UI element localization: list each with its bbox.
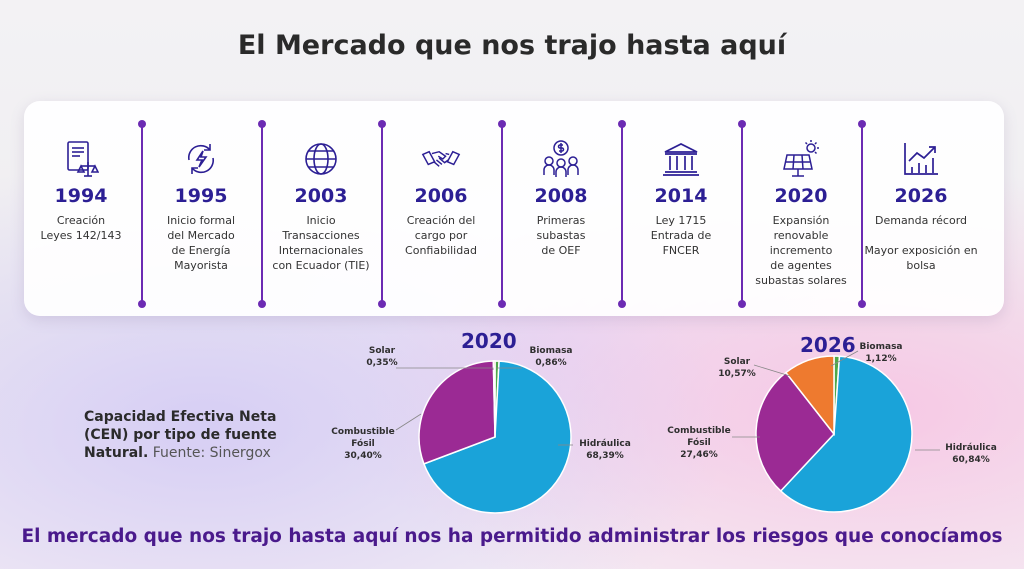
timeline-description: Inicio Transacciones Internacionales con… [272, 214, 370, 272]
pie-slice-2026-solar [784, 355, 835, 437]
pie-label-2020-biomasa: Biomasa 0,86% [529, 346, 573, 368]
timeline-year: 1994 [54, 185, 108, 207]
caption-source: Fuente: Sinergox [152, 445, 271, 461]
timeline-item-1994: 1994 Creación Leyes 142/143 [21, 101, 141, 316]
footer-statement: El mercado que nos trajo hasta aquí nos … [21, 526, 1003, 547]
pie-slice-2020-hidráulica [422, 360, 572, 514]
pie-label-2020-fosil: Combustible Fósil 30,40% [331, 427, 395, 461]
auction-money-icon [541, 139, 581, 179]
timeline-description: Inicio formal del Mercado de Energía May… [166, 214, 236, 272]
pie-slice-2026-hidráulica [779, 355, 913, 513]
pie-chart-2020 [418, 360, 572, 514]
page-title: El Mercado que nos trajo hasta aquí [237, 30, 787, 61]
government-building-icon [661, 139, 701, 179]
timeline-description: Ley 1715 Entrada de FNCER [650, 214, 712, 257]
timeline-description: Creación Leyes 142/143 [40, 214, 122, 242]
pie-label-2020-solar: Solar 0,35% [366, 346, 398, 368]
timeline-separator [618, 120, 626, 308]
timeline-description: Primeras subastas de OEF [536, 214, 586, 257]
timeline-item-2020: 2020 Expansión renovable incremento de a… [741, 101, 861, 316]
pie-label-2026-solar: Solar 10,57% [718, 357, 756, 379]
pie-label-2026-hidraulica: Hidráulica 60,84% [945, 443, 997, 465]
handshake-icon [421, 139, 461, 179]
leader-line [753, 364, 791, 377]
solar-panel-icon [781, 139, 821, 179]
pie-slice-2020-solar [492, 360, 496, 438]
pie-2026-title: 2026 [800, 333, 856, 357]
timeline-year: 2008 [534, 185, 588, 207]
timeline-separator [378, 120, 386, 308]
timeline-year: 2006 [414, 185, 468, 207]
pie-slice-2020-combustible-fósil [418, 360, 496, 465]
timeline-item-2006: 2006 Creación del cargo por Confiabilida… [381, 101, 501, 316]
timeline-description: Demanda récord Mayor exposición en bolsa [864, 214, 978, 272]
timeline-item-2026: 2026 Demanda récord Mayor exposición en … [861, 101, 981, 316]
pie-slice-2026-biomasa [833, 355, 841, 435]
timeline-item-1995: 1995 Inicio formal del Mercado de Energí… [141, 101, 261, 316]
timeline-year: 2014 [654, 185, 708, 207]
pie-chart-2026 [755, 355, 913, 513]
chart-caption: Capacidad Efectiva Neta (CEN) por tipo d… [84, 408, 294, 462]
refresh-energy-icon [181, 139, 221, 179]
pie-label-2020-hidraulica: Hidráulica 68,39% [579, 439, 631, 461]
timeline-item-2003: 2003 Inicio Transacciones Internacionale… [261, 101, 381, 316]
legal-document-icon [61, 139, 101, 179]
timeline-year: 2020 [774, 185, 828, 207]
pie-slice-2026-combustible-fósil [755, 371, 835, 493]
timeline-description: Expansión renovable incremento de agente… [755, 214, 847, 287]
caption-main: Capacidad Efectiva Neta (CEN) por tipo d… [84, 409, 277, 461]
pie-label-2026-fosil: Combustible Fósil 27,46% [667, 426, 731, 460]
globe-icon [301, 139, 341, 179]
pie-2020-title: 2020 [461, 329, 517, 353]
timeline-card: 1994 Creación Leyes 142/143 1995 Inicio … [24, 101, 1004, 316]
timeline-separator [858, 120, 866, 308]
leader-line [396, 367, 494, 370]
timeline-separator [498, 120, 506, 308]
timeline-item-2014: 2014 Ley 1715 Entrada de FNCER [621, 101, 741, 316]
pie-label-2026-biomasa: Biomasa 1,12% [859, 342, 903, 364]
timeline-separator [258, 120, 266, 308]
timeline-description: Creación del cargo por Confiabilidad [405, 214, 477, 257]
timeline-year: 1995 [174, 185, 228, 207]
growth-chart-icon [901, 139, 941, 179]
timeline-year: 2003 [294, 185, 348, 207]
timeline-separator [138, 120, 146, 308]
timeline-separator [738, 120, 746, 308]
timeline-item-2008: 2008 Primeras subastas de OEF [501, 101, 621, 316]
timeline-year: 2026 [894, 185, 948, 207]
pie-slice-2020-biomasa [494, 360, 500, 438]
